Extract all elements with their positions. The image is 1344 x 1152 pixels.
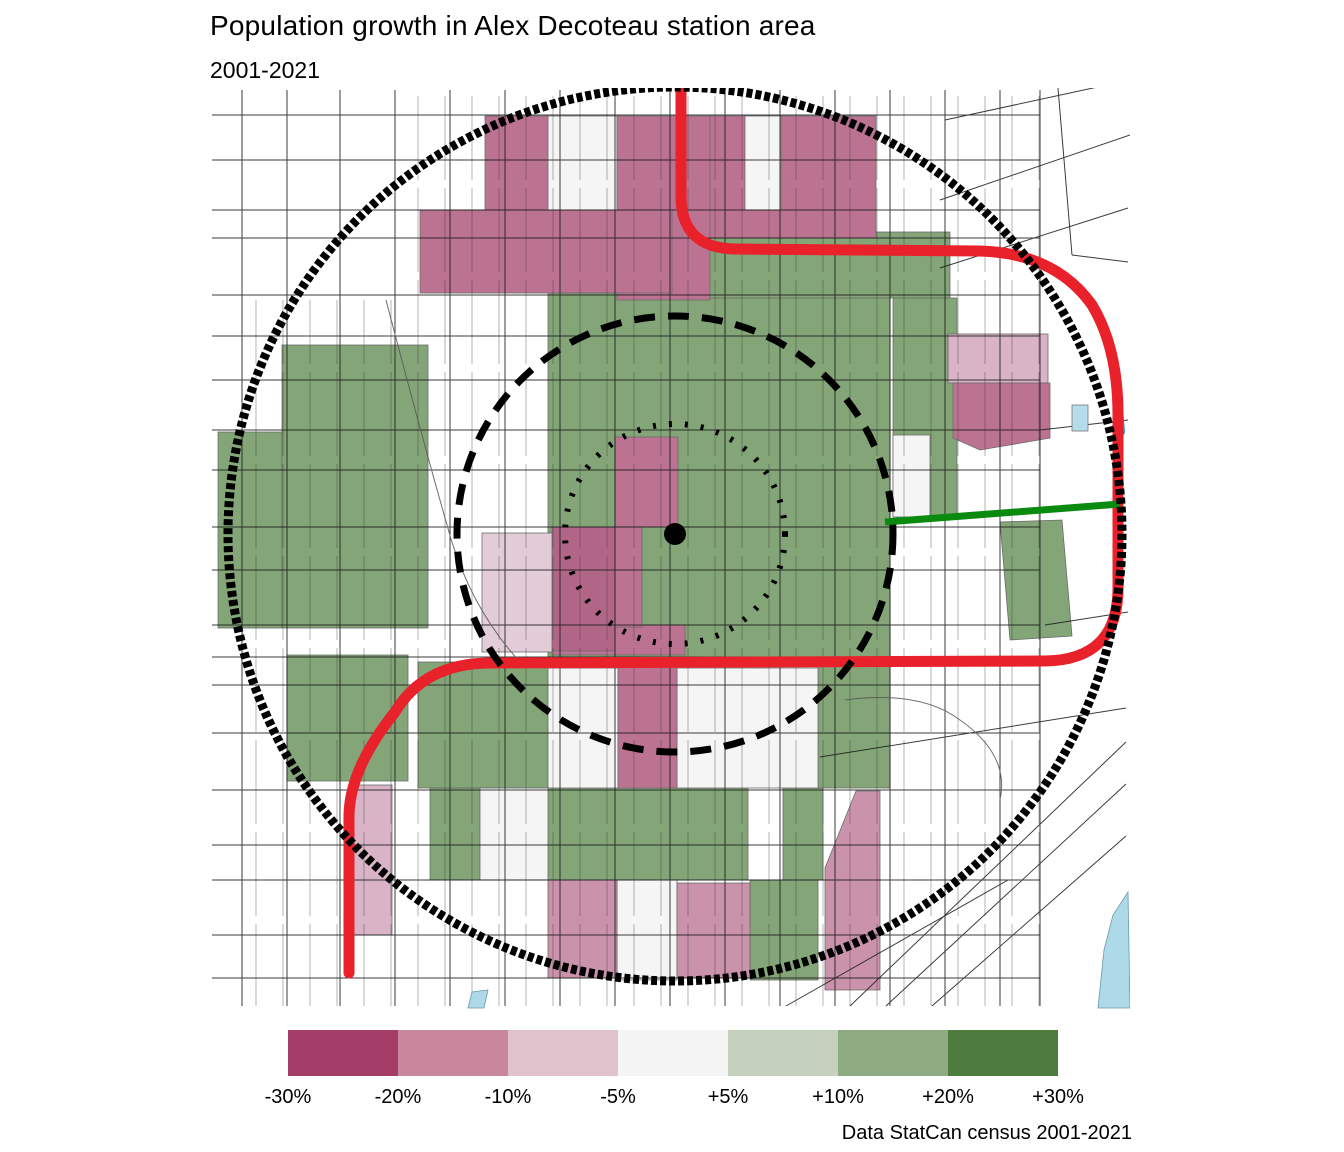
legend-swatch [618, 1030, 728, 1076]
street-line [939, 207, 1129, 269]
middle-walkshed-circle [453, 312, 897, 756]
station-area-map [212, 88, 1130, 1009]
inner-walkshed-circle [562, 421, 788, 647]
street-line [931, 835, 1127, 1007]
station-point [664, 523, 686, 545]
legend-swatch [838, 1030, 948, 1076]
street-grid [212, 88, 1130, 1007]
minor-road-curve [844, 697, 1003, 801]
outer-walkshed-circle [223, 88, 1127, 986]
street-line [944, 88, 1096, 121]
legend-label: +10% [812, 1086, 864, 1108]
data-source-caption: Data StatCan census 2001-2021 [841, 1122, 1132, 1144]
legend-swatch [288, 1030, 398, 1076]
legend-swatch [728, 1030, 838, 1076]
street-line [939, 134, 1130, 201]
legend-swatch [508, 1030, 618, 1076]
street-line [885, 783, 1127, 1007]
water-body [467, 989, 489, 1009]
page-title: Population growth in Alex Decoteau stati… [210, 10, 816, 41]
street-line [1071, 254, 1129, 263]
street-line [849, 741, 1127, 1007]
color-legend [288, 1030, 1058, 1076]
legend-label: -10% [484, 1086, 532, 1108]
color-legend-labels: -30% -20% -10% -5% +5% +10% +20% +30% [0, 1086, 1344, 1110]
street-line [785, 879, 1009, 1007]
legend-label: +30% [1032, 1086, 1084, 1108]
minor-road-curve [385, 299, 521, 663]
legend-label: +20% [922, 1086, 974, 1108]
transit-line [884, 500, 1121, 526]
legend-label: -30% [264, 1086, 312, 1108]
legend-swatch [398, 1030, 508, 1076]
pond [1071, 404, 1089, 432]
legend-label: +5% [707, 1086, 749, 1108]
legend-swatch [948, 1030, 1058, 1076]
map-panel [210, 88, 1130, 1010]
legend-label: -5% [600, 1086, 636, 1108]
street-line [819, 707, 1127, 758]
street-line [1057, 88, 1073, 256]
water-body [1097, 890, 1130, 1009]
legend-label: -20% [374, 1086, 422, 1108]
page-subtitle: 2001-2021 [210, 57, 320, 83]
